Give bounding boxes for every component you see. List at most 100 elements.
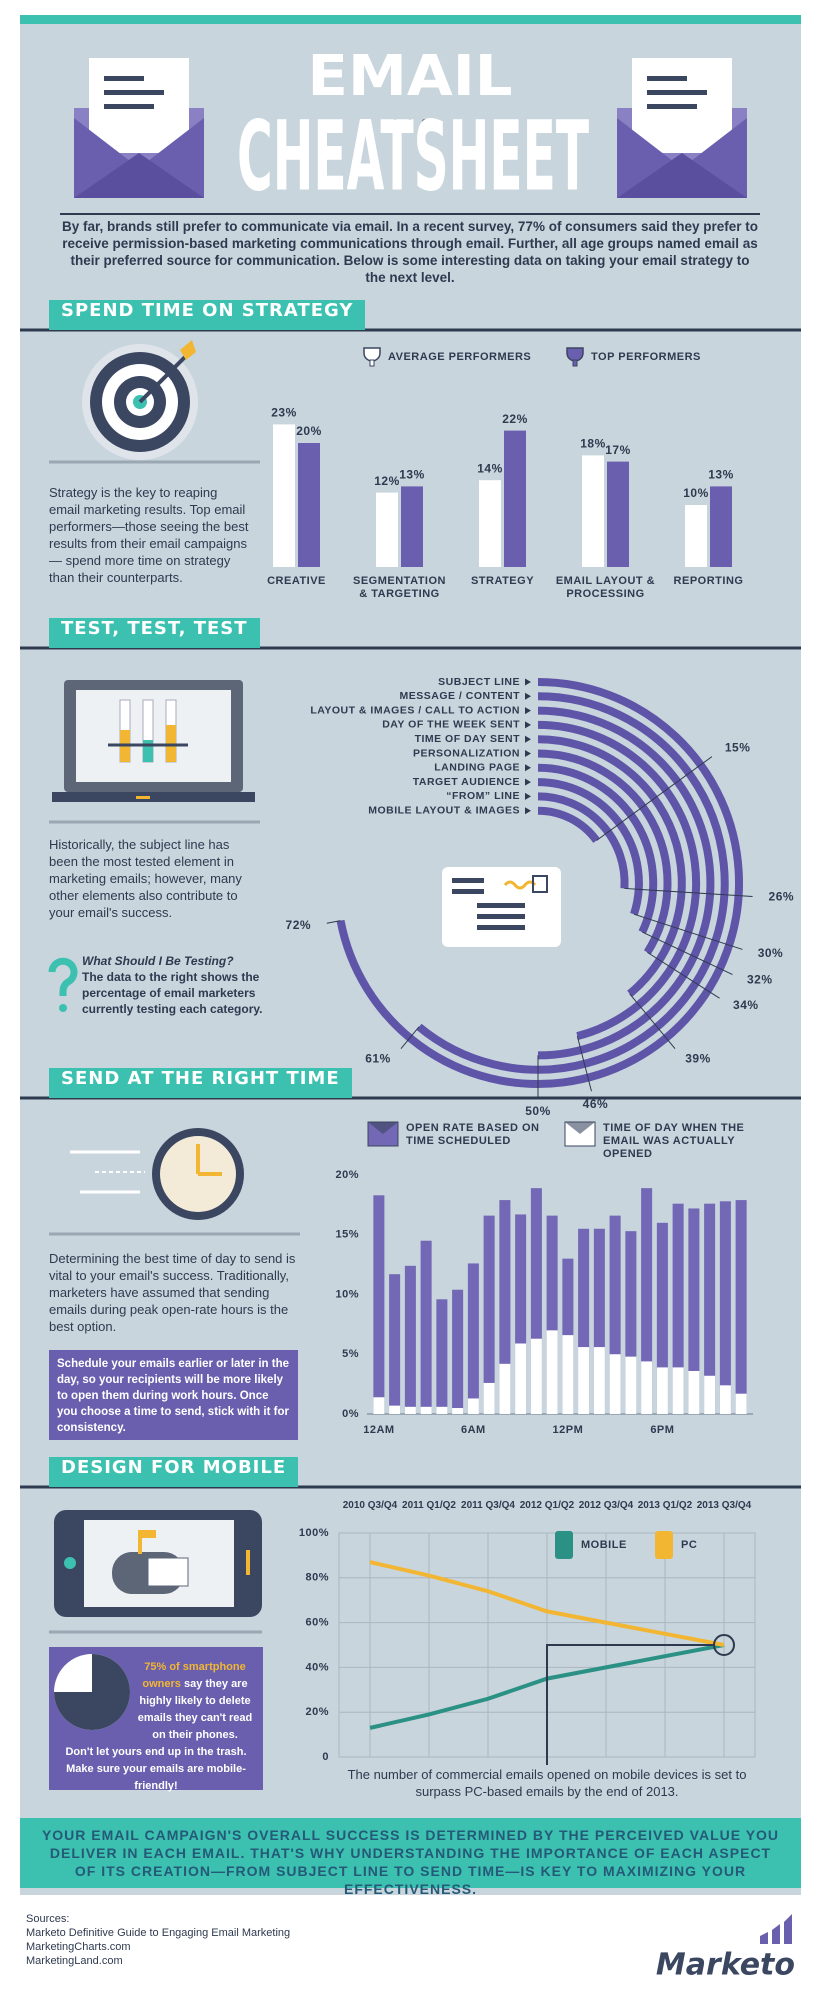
y-tick-label: 0 <box>322 1751 329 1763</box>
question-icon <box>48 957 78 1012</box>
legend-label: TOP PERFORMERS <box>591 351 701 363</box>
question: What Should I Be Testing? <box>82 954 234 968</box>
decoration <box>617 153 747 198</box>
bar <box>499 1363 511 1414</box>
value-label: 18% <box>580 437 606 451</box>
pointer <box>546 1644 714 1765</box>
y-tick-label: 10% <box>335 1288 359 1300</box>
value-label: 14% <box>477 461 503 475</box>
bar <box>467 1398 479 1414</box>
bar <box>483 1382 495 1414</box>
envelope-icon <box>617 58 747 198</box>
value-label: 23% <box>271 406 297 420</box>
bar <box>641 1188 653 1414</box>
value-label: 12% <box>374 474 400 488</box>
value-label: 50% <box>525 1104 551 1118</box>
section-heading: TEST, TEST, TEST <box>49 618 260 648</box>
source: Marketo Definitive Guide to Engaging Ema… <box>26 1927 291 1939</box>
intro: By far, brands still prefer to communica… <box>62 219 758 285</box>
value-label: 22% <box>502 412 528 426</box>
y-tick-label: 5% <box>342 1348 359 1360</box>
bar <box>593 1228 605 1414</box>
bar <box>625 1356 637 1414</box>
leader <box>629 993 676 1049</box>
arrow <box>525 764 531 772</box>
bar <box>515 1214 527 1414</box>
category-label: MESSAGE / CONTENT <box>399 690 520 702</box>
x-tick-label: 2012 Q3/Q4 <box>578 1500 634 1511</box>
decoration <box>503 880 537 890</box>
bar <box>578 1347 590 1414</box>
y-tick-label: 80% <box>305 1572 329 1584</box>
target-icon <box>82 340 198 460</box>
title-main: CHEATSHEET <box>237 100 589 212</box>
tip: say they are highly likely to delete ema… <box>65 1678 253 1792</box>
category-label: TARGET AUDIENCE <box>413 776 520 788</box>
bar <box>436 1299 448 1414</box>
legend-icon <box>555 1531 573 1559</box>
arc-bar <box>416 692 729 1074</box>
bar <box>685 505 707 567</box>
x-tick-label: 12AM <box>363 1424 394 1436</box>
section-heading: SPEND TIME ON STRATEGY <box>49 300 366 330</box>
source: MarketingCharts.com <box>26 1941 131 1953</box>
category-label: LAYOUT & IMAGES / CALL TO ACTION <box>310 704 520 716</box>
decoration <box>760 1932 768 1944</box>
legend-label: TIME OF DAY WHEN THE EMAIL WAS ACTUALLY … <box>603 1122 745 1160</box>
x-tick-label: 6AM <box>461 1424 486 1436</box>
decoration <box>477 925 525 930</box>
bar <box>688 1208 700 1414</box>
bar <box>562 1335 574 1414</box>
arrow <box>525 692 531 700</box>
y-tick-label: 60% <box>305 1617 329 1629</box>
bar <box>376 492 398 567</box>
bar <box>688 1370 700 1414</box>
bar <box>515 1343 527 1414</box>
decoration <box>48 957 78 996</box>
decoration <box>143 740 153 762</box>
arc-bar <box>537 792 629 889</box>
value-label: 30% <box>758 946 784 960</box>
decoration <box>136 796 150 799</box>
value-label: 32% <box>747 973 773 987</box>
arrow <box>525 707 531 715</box>
bar <box>436 1406 448 1414</box>
decoration <box>452 889 484 894</box>
decoration <box>147 1557 189 1587</box>
bar <box>719 1201 731 1414</box>
bar <box>641 1361 653 1414</box>
bar <box>530 1188 542 1414</box>
decoration <box>392 119 398 125</box>
category-label: LANDING PAGE <box>434 762 520 774</box>
decoration <box>532 875 548 893</box>
bar <box>656 1367 668 1414</box>
x-tick-label: 2013 Q3/Q4 <box>696 1500 752 1511</box>
value-label: 72% <box>286 918 312 932</box>
category-label: TIME OF DAY SENT <box>415 733 521 745</box>
value-label: 61% <box>365 1052 391 1066</box>
bar <box>672 1203 684 1414</box>
bar <box>546 1215 558 1414</box>
leader <box>326 920 341 924</box>
bar <box>607 461 629 567</box>
decoration <box>647 90 707 95</box>
leader <box>642 931 733 975</box>
legend-icon <box>655 1531 673 1559</box>
y-tick-label: 40% <box>305 1661 329 1673</box>
value-label: 26% <box>769 890 795 904</box>
bar <box>504 430 526 567</box>
banner <box>20 1818 801 1888</box>
top-band <box>20 15 801 24</box>
x-tick-label: CREATIVE <box>267 575 326 587</box>
legend-icon <box>369 359 375 367</box>
decoration <box>104 76 144 81</box>
decoration <box>104 104 154 109</box>
bar <box>452 1289 464 1414</box>
caption: The number of commercial emails opened o… <box>347 1767 747 1799</box>
x-tick-label: EMAIL LAYOUT & PROCESSING <box>555 575 656 600</box>
y-tick-label: 15% <box>335 1229 359 1241</box>
x-tick-label: 2010 Q3/Q4 <box>342 1500 398 1511</box>
decoration <box>784 1914 792 1944</box>
decoration <box>138 355 187 404</box>
arrow <box>525 750 531 757</box>
